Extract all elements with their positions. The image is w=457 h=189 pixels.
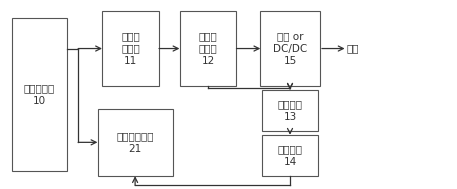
Text: 稳压 or
DC/DC
15: 稳压 or DC/DC 15 <box>273 31 307 66</box>
Text: 磁链旁路电路
21: 磁链旁路电路 21 <box>117 131 154 153</box>
FancyBboxPatch shape <box>102 11 159 86</box>
Text: 冲击保
护电路
11: 冲击保 护电路 11 <box>121 31 140 66</box>
Text: 驱动电路
14: 驱动电路 14 <box>277 144 303 167</box>
FancyBboxPatch shape <box>260 11 319 86</box>
FancyBboxPatch shape <box>180 11 236 86</box>
Text: 输出: 输出 <box>347 43 360 53</box>
Text: 电流互感器
10: 电流互感器 10 <box>24 83 55 106</box>
Text: 比较电路
13: 比较电路 13 <box>277 99 303 122</box>
FancyBboxPatch shape <box>12 18 67 171</box>
FancyBboxPatch shape <box>261 135 319 176</box>
FancyBboxPatch shape <box>97 108 173 176</box>
Text: 整流滤
波电路
12: 整流滤 波电路 12 <box>199 31 218 66</box>
FancyBboxPatch shape <box>261 90 319 131</box>
